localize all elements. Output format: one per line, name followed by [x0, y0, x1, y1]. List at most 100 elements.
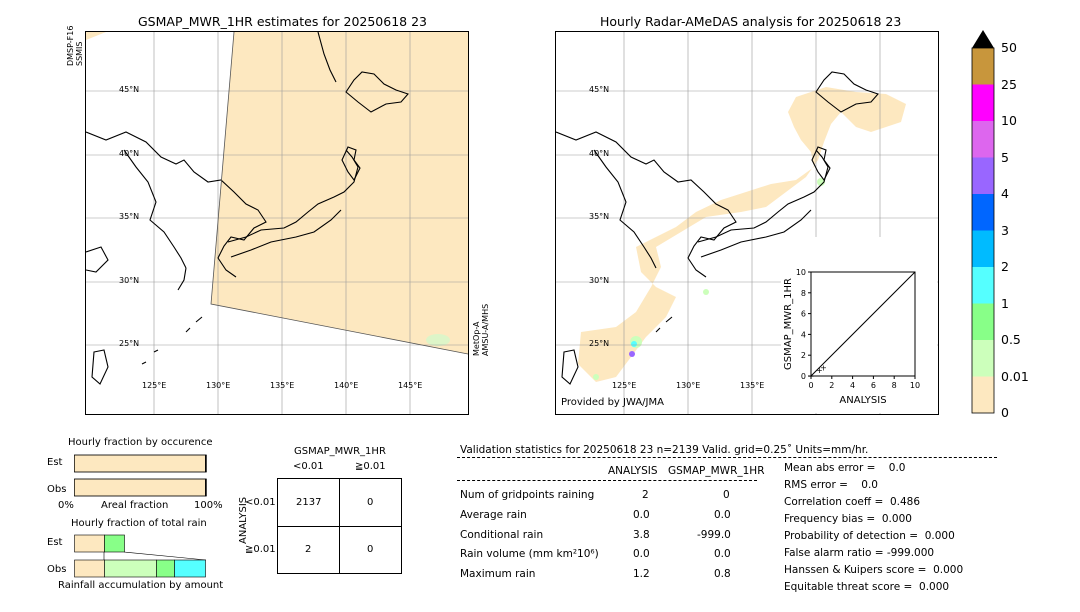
scatter-xtick-label: 10 [910, 381, 920, 390]
contingency-cell: 0 [367, 544, 374, 555]
fraction-bar [156, 559, 175, 578]
stat-row-b: 0.0 [714, 548, 731, 560]
totalrain-chart [74, 532, 208, 578]
score-line: RMS error = 0.0 [784, 479, 878, 491]
right-lat-40: 40°N [589, 149, 610, 158]
stat-row-label: Rain volume (mm km²10⁶) [460, 548, 599, 560]
left-lon-135: 135°E [270, 381, 295, 390]
rain-speck [817, 178, 825, 186]
totalrain-est-label: Est [47, 537, 63, 548]
scatter-point: + [820, 364, 827, 373]
scatter-ytick-label: 8 [801, 289, 806, 298]
scatter-ytick-label: 0 [801, 372, 806, 381]
colorbar-tick-label: 3 [1001, 222, 1009, 238]
scatter-ytick-label: 4 [801, 330, 806, 339]
score-line: Probability of detection = 0.000 [784, 530, 955, 542]
left-lon-125: 125°E [142, 381, 167, 390]
colorbar-segment [972, 121, 994, 158]
totalrain-obs-label: Obs [47, 564, 67, 575]
left-sat-label-1: DMSP-F16 [66, 25, 75, 66]
colorbar-tick-label: 25 [1001, 76, 1017, 92]
left-lat-45: 45°N [119, 85, 140, 94]
left-lat-35: 35°N [119, 212, 140, 221]
left-lat-40: 40°N [119, 149, 140, 158]
occurence-chart [73, 451, 208, 497]
left-map-svg [86, 32, 468, 414]
left-map [85, 31, 469, 415]
scatter-diagonal [810, 271, 916, 377]
occurence-title: Hourly fraction by occurence [68, 437, 213, 448]
occurence-xlabel: Areal fraction [101, 500, 169, 511]
scatter-xtick-label: 6 [871, 381, 876, 390]
right-map: 0 2 4 6 8 10 0 2 4 6 8 10 + + + ANALYSIS GSMAP_MWR_1HR P… [555, 31, 939, 415]
totalrain-svg [74, 534, 207, 578]
fraction-bar [205, 478, 207, 497]
fraction-bar [74, 534, 105, 553]
left-lon-130: 130°E [206, 381, 231, 390]
rain-speck [593, 374, 599, 380]
fraction-bar [73, 478, 206, 497]
swath-edge [210, 32, 468, 355]
colorbar-segment [972, 48, 994, 85]
scatter-inset: 0 2 4 6 8 10 0 2 4 6 8 10 + + + ANALYSIS GSMAP_MWR_1HR [781, 237, 937, 413]
stat-row-label: Conditional rain [460, 529, 544, 541]
fraction-bar-frame [74, 478, 207, 497]
stat-row-a: 3.8 [633, 529, 650, 541]
right-lat-45: 45°N [589, 85, 610, 94]
contingency-cell: 0 [367, 497, 374, 508]
swath-area [211, 32, 468, 354]
colorbar-segment [972, 230, 994, 267]
colorbar-tick-label: 2 [1001, 259, 1009, 274]
right-map-svg [556, 32, 938, 414]
provider-label: Provided by JWA/JMA [561, 397, 664, 408]
colorbar-segment [972, 303, 994, 340]
right-lat-30: 30°N [589, 276, 610, 285]
stat-row-label: Average rain [460, 509, 527, 521]
validation-col-a: ANALYSIS [608, 465, 658, 477]
occurence-x100: 100% [194, 500, 223, 511]
score-line: Hanssen & Kuipers score = 0.000 [784, 564, 964, 576]
fraction-bar [104, 534, 125, 553]
fraction-bar [74, 559, 105, 578]
occurence-x0: 0% [58, 500, 74, 511]
colorbar [966, 28, 1006, 418]
totalrain-title: Hourly fraction of total rain [71, 518, 207, 529]
scatter-xtick-label: 8 [892, 381, 897, 390]
occurence-est-label: Est [47, 457, 63, 468]
rain-speck [629, 351, 635, 357]
scatter-xtick-label: 4 [850, 381, 855, 390]
radar-coverage [578, 87, 906, 382]
stat-row-a: 0.0 [633, 548, 650, 560]
colorbar-segment [972, 157, 994, 194]
contingency-cell: 2 [305, 544, 312, 555]
scatter-ylabel: GSMAP_MWR_1HR [783, 278, 794, 370]
right-lat-35: 35°N [589, 212, 610, 221]
stat-row-b: 0.8 [714, 568, 731, 580]
left-coastline [86, 32, 409, 385]
scatter-ytick-label: 6 [801, 310, 806, 319]
contingency-col-1: ≧0.01 [355, 461, 386, 472]
validation-divider [457, 457, 997, 458]
colorbar-tick-label: 10 [1001, 113, 1017, 128]
right-map-title: Hourly Radar-AMeDAS analysis for 2025061… [600, 14, 902, 29]
occurence-svg [73, 454, 207, 497]
colorbar-tick-label: 0 [1001, 405, 1009, 420]
contingency-row-1: ≧0.01 [245, 544, 276, 555]
left-map-title: GSMAP_MWR_1HR estimates for 20250618 23 [138, 14, 427, 29]
right-lon-130: 130°E [676, 381, 701, 390]
contingency-title: GSMAP_MWR_1HR [294, 446, 386, 457]
left-sat-label-2: SSMIS [75, 41, 84, 67]
colorbar-segment [972, 340, 994, 377]
fraction-bar [174, 559, 206, 578]
right-coastline [556, 71, 879, 385]
colorbar-tick-label: 1 [1001, 295, 1009, 311]
stat-row-b: -999.0 [697, 529, 731, 541]
stat-row-label: Maximum rain [460, 568, 536, 580]
contingency-col-0: <0.01 [293, 461, 324, 472]
colorbar-tick-label: 50 [1001, 40, 1017, 55]
colorbar-segment [972, 84, 994, 121]
scatter-xtick-label: 2 [829, 381, 834, 390]
validation-header: Validation statistics for 20250618 23 n=… [460, 444, 869, 456]
stat-row-a: 1.2 [633, 568, 650, 580]
